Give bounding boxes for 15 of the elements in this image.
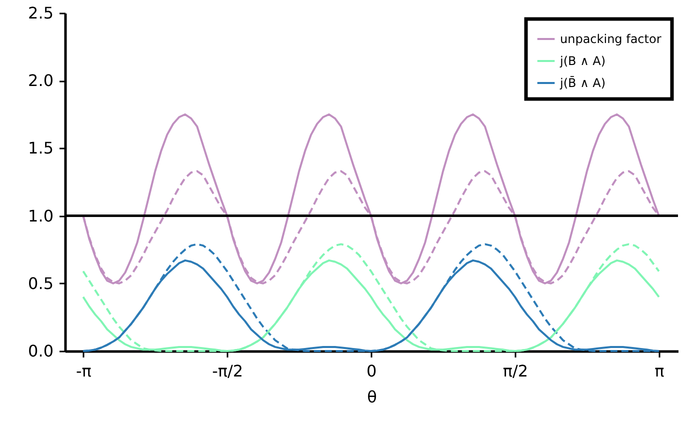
y-tick-label: 2.0 [28,71,54,90]
x-tick-label: -π [76,362,92,380]
y-tick-label: 2.5 [28,4,54,22]
legend-label: j(B ∧ A) [559,54,606,68]
legend-label: j(B̄ ∧ A) [559,76,606,90]
x-tick-label: π/2 [502,362,528,380]
y-tick-label: 1.0 [28,206,54,226]
y-tick-label: 0.0 [28,342,54,360]
x-tick-label: π [654,362,665,380]
x-tick-label: 0 [366,362,377,380]
legend-label: unpacking factor [560,32,662,46]
y-tick-label: 0.5 [28,274,54,293]
x-tick-label: -π/2 [212,362,244,380]
y-tick-label: 1.5 [28,138,54,158]
x-axis-title: θ [367,388,377,406]
